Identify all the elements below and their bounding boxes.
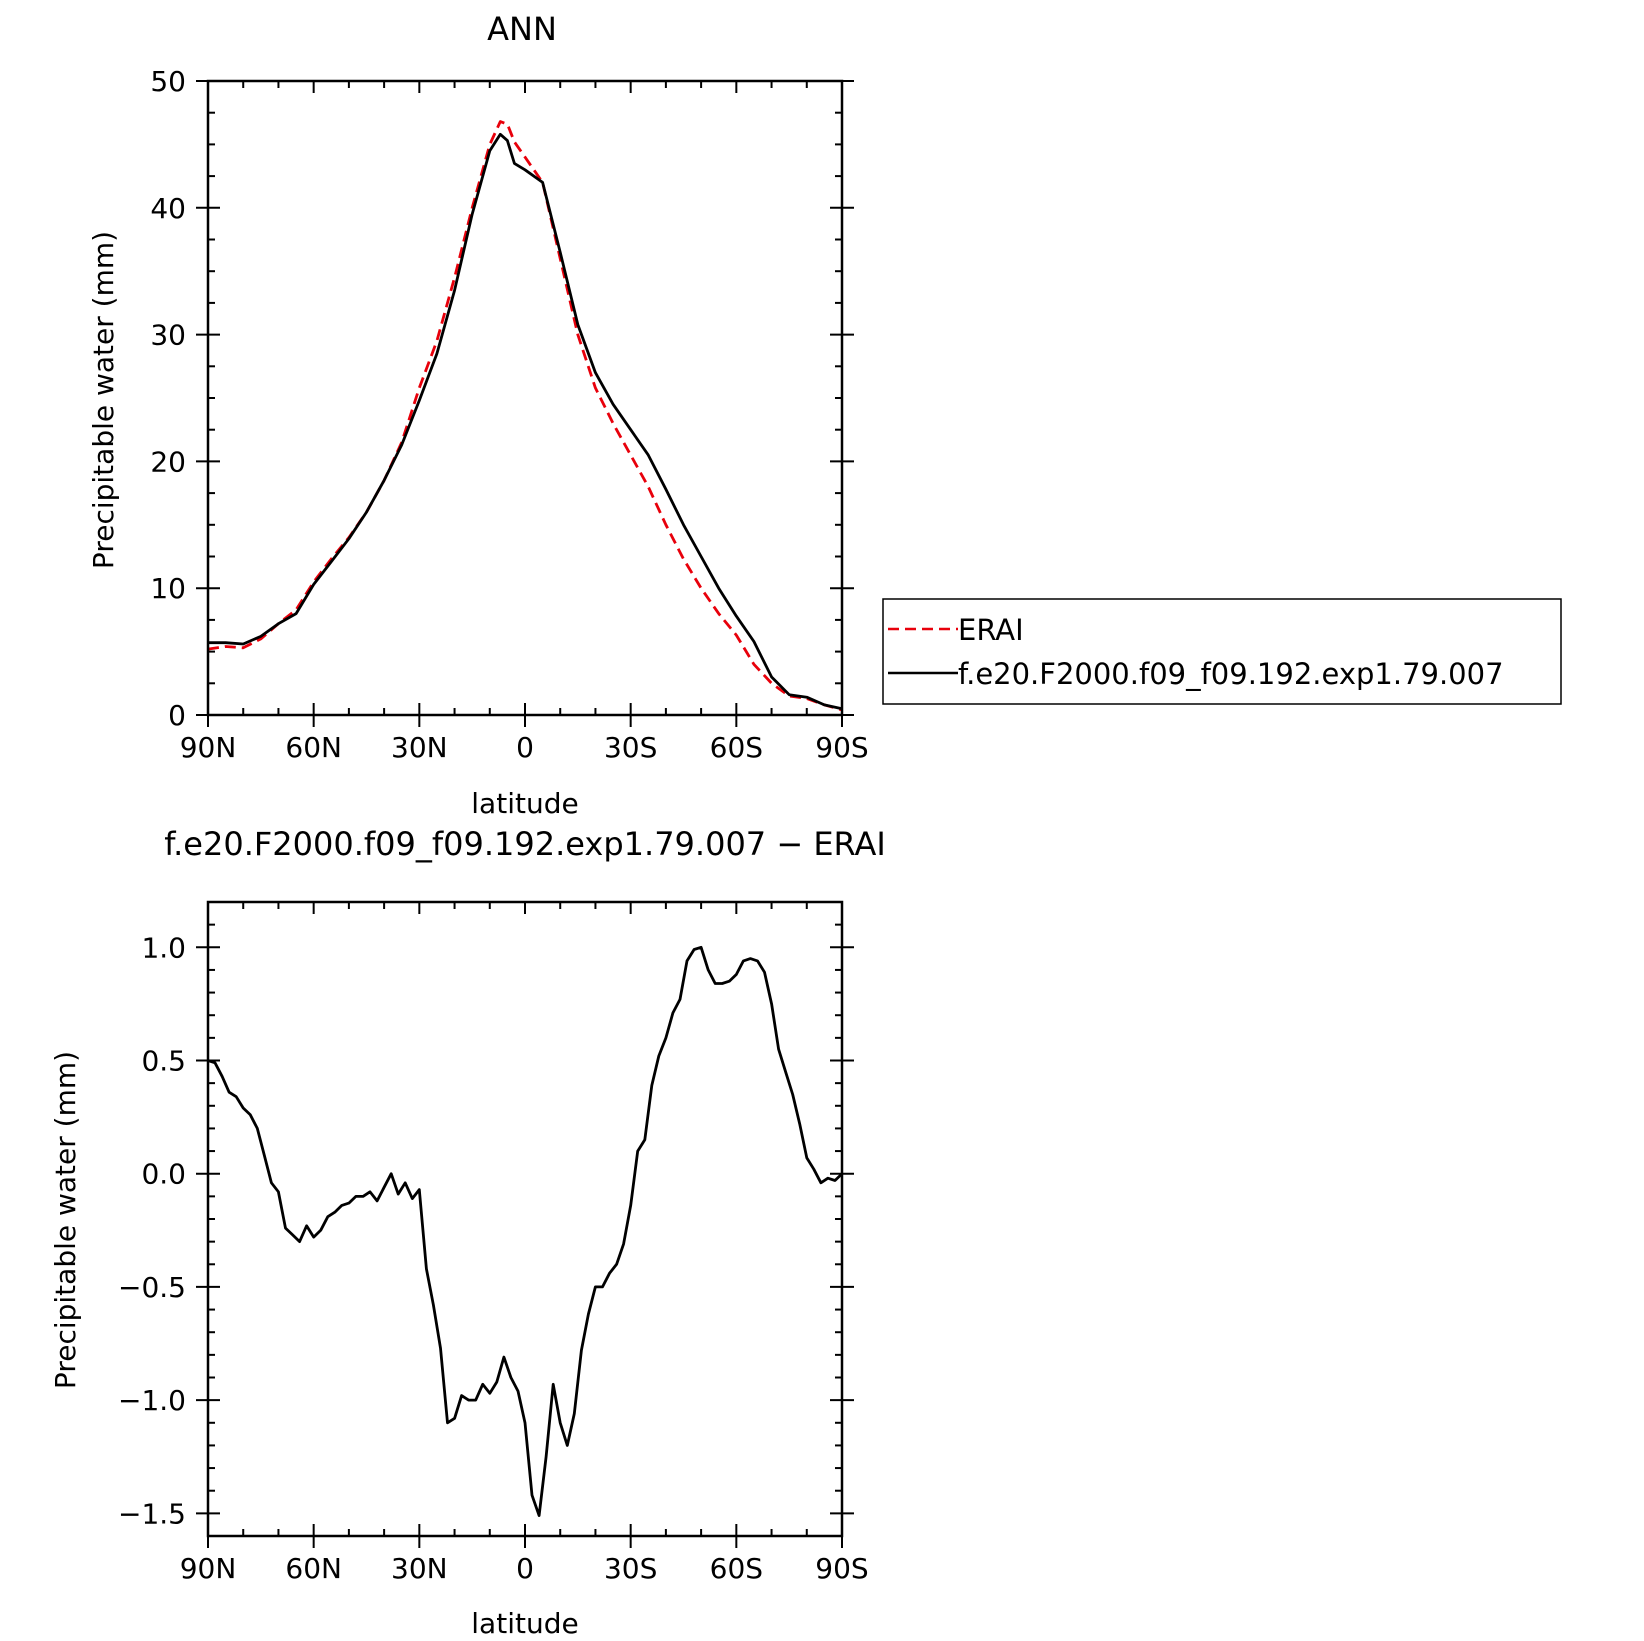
top-xtick-label: 90S xyxy=(815,731,868,764)
top-chart-series-group xyxy=(207,120,843,712)
top-series-line-0 xyxy=(207,120,843,712)
bottom-chart: f.e20.F2000.f09_f09.192.exp1.79.007 − ER… xyxy=(49,825,886,1640)
top-xtick-label: 60N xyxy=(285,731,342,764)
top-series-line-1 xyxy=(208,132,843,711)
top-chart: ANN Precipitable water (mm) 90N 60N 30N 0 30… xyxy=(87,10,869,820)
bottom-chart-ytick-labels: −1.5 −1.0 −0.5 0.0 0.5 1.0 xyxy=(118,931,186,1530)
top-chart-ylabel: Precipitable water (mm) xyxy=(87,231,120,569)
top-chart-ytick-labels: 0 10 20 30 40 50 xyxy=(150,65,186,732)
legend: ERAI f.e20.F2000.f09_f09.192.exp1.79.007 xyxy=(882,598,1562,705)
bottom-ytick-label: 0.0 xyxy=(141,1158,186,1191)
legend-label-erai: ERAI xyxy=(958,613,1024,647)
bottom-xtick-label: 90N xyxy=(180,1552,237,1585)
top-xtick-label: 90N xyxy=(180,731,237,764)
top-chart-xlabel: latitude xyxy=(471,787,578,820)
bottom-chart-ylabel: Precipitable water (mm) xyxy=(49,1051,82,1389)
bottom-chart-xlabel: latitude xyxy=(471,1607,578,1640)
top-xtick-label: 60S xyxy=(710,731,763,764)
bottom-ytick-label: −1.5 xyxy=(118,1497,186,1530)
bottom-xtick-label: 30S xyxy=(604,1552,657,1585)
top-ytick-label: 10 xyxy=(150,572,186,605)
top-xtick-label: 30S xyxy=(604,731,657,764)
legend-box xyxy=(882,598,1562,705)
top-ytick-label: 50 xyxy=(150,65,186,98)
bottom-chart-plot-frame xyxy=(206,900,844,1538)
bottom-ytick-label: 0.5 xyxy=(141,1045,186,1078)
bottom-xtick-label: 90S xyxy=(815,1552,868,1585)
bottom-xtick-label: 0 xyxy=(516,1552,534,1585)
top-ytick-label: 40 xyxy=(150,192,186,225)
top-ytick-label: 30 xyxy=(150,319,186,352)
bottom-ytick-label: −0.5 xyxy=(118,1271,186,1304)
top-ytick-label: 0 xyxy=(168,699,186,732)
top-xtick-label: 30N xyxy=(391,731,448,764)
bottom-ytick-label: −1.0 xyxy=(118,1384,186,1417)
top-chart-plot-frame xyxy=(206,79,844,717)
top-ytick-label: 20 xyxy=(150,445,186,478)
bottom-ytick-label: 1.0 xyxy=(141,931,186,964)
bottom-chart-series-group xyxy=(207,945,843,1517)
bottom-xtick-label: 60N xyxy=(285,1552,342,1585)
top-chart-title: ANN xyxy=(487,10,557,48)
top-xtick-label: 0 xyxy=(516,731,534,764)
top-chart-xtick-labels: 90N 60N 30N 0 30S 60S 90S xyxy=(180,731,869,764)
bottom-xtick-label: 30N xyxy=(391,1552,448,1585)
bottom-chart-xtick-labels: 90N 60N 30N 0 30S 60S 90S xyxy=(180,1552,869,1585)
bottom-chart-title: f.e20.F2000.f09_f09.192.exp1.79.007 − ER… xyxy=(164,825,886,863)
bottom-xtick-label: 60S xyxy=(710,1552,763,1585)
bottom-series-line-0 xyxy=(207,945,843,1517)
legend-label-model: f.e20.F2000.f09_f09.192.exp1.79.007 xyxy=(958,657,1504,691)
